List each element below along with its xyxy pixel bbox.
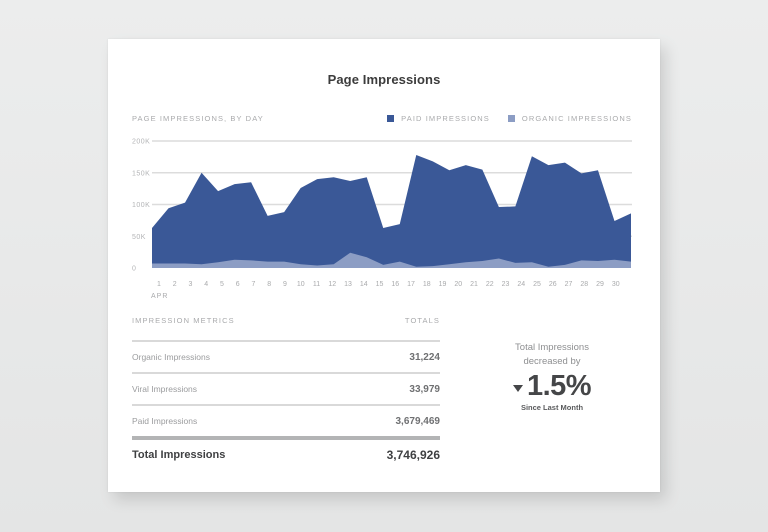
change-percent: 1.5% [526, 370, 592, 402]
summary-line-2: decreased by [523, 356, 581, 367]
legend-paid: PAID IMPRESSIONS [387, 114, 490, 123]
svg-text:28: 28 [580, 281, 588, 288]
svg-text:15: 15 [376, 281, 384, 288]
metric-value: 33,979 [409, 383, 440, 395]
svg-text:22: 22 [486, 281, 494, 288]
legend-organic: ORGANIC IMPRESSIONS [507, 114, 632, 123]
svg-text:7: 7 [252, 281, 256, 288]
svg-text:50K: 50K [132, 234, 146, 241]
card-title: Page Impressions [327, 72, 441, 87]
metric-row-viral: Viral Impressions 33,979 [132, 374, 440, 406]
svg-text:29: 29 [596, 281, 604, 288]
svg-text:24: 24 [517, 281, 525, 288]
organic-impressions-area [152, 252, 631, 268]
svg-text:14: 14 [360, 281, 368, 288]
svg-text:11: 11 [313, 281, 320, 288]
svg-text:150K: 150K [132, 170, 150, 177]
svg-text:5: 5 [220, 281, 224, 288]
chart-section-label: PAGE IMPRESSIONS, BY DAY [132, 114, 264, 123]
legend-paid-label: PAID IMPRESSIONS [401, 114, 490, 123]
total-value: 3,746,926 [386, 448, 440, 462]
x-axis-month-label: APR [151, 293, 168, 300]
svg-text:10: 10 [297, 281, 305, 288]
svg-text:30: 30 [612, 281, 620, 288]
summary-change: 1.5% [492, 370, 612, 403]
metric-row-organic: Organic Impressions 31,224 [132, 342, 440, 374]
svg-text:0: 0 [132, 266, 136, 273]
metrics-header: IMPRESSION METRICS TOTALS [132, 316, 440, 342]
svg-text:100K: 100K [132, 202, 150, 209]
svg-text:3: 3 [189, 281, 193, 288]
summary-since: Since Last Month [520, 403, 584, 412]
change-summary: Total Impressions decreased by 1.5% Sinc… [492, 341, 612, 412]
paid-impressions-area [152, 154, 631, 268]
metrics-header-label: IMPRESSION METRICS [132, 316, 235, 325]
svg-text:12: 12 [328, 281, 336, 288]
svg-text:200K: 200K [132, 139, 150, 146]
impression-metrics-table: IMPRESSION METRICS TOTALS Organic Impres… [132, 316, 440, 470]
svg-text:6: 6 [236, 281, 240, 288]
paid-swatch-icon [387, 115, 395, 122]
metric-name: Organic Impressions [132, 352, 210, 362]
organic-swatch-icon [507, 115, 515, 122]
svg-text:27: 27 [565, 281, 573, 288]
metric-row-paid: Paid Impressions 3,679,469 [132, 406, 440, 440]
svg-text:18: 18 [423, 281, 431, 288]
svg-text:8: 8 [267, 281, 271, 288]
svg-text:4: 4 [204, 281, 208, 288]
legend-organic-label: ORGANIC IMPRESSIONS [521, 114, 632, 123]
svg-text:19: 19 [439, 281, 447, 288]
svg-text:23: 23 [502, 281, 510, 288]
svg-text:20: 20 [454, 281, 462, 288]
metric-value: 31,224 [409, 351, 440, 363]
svg-text:26: 26 [549, 281, 557, 288]
metric-name: Paid Impressions [132, 416, 198, 426]
svg-text:2: 2 [173, 281, 177, 288]
summary-line-1: Total Impressions [515, 342, 589, 353]
svg-text:25: 25 [533, 281, 541, 288]
x-axis-ticks: 1 2 3 4 5 6 7 8 9 10 11 12 13 14 15 16 17 18 19 20 21 22 23 24 2… [157, 281, 620, 288]
total-name: Total Impressions [132, 449, 226, 461]
page-impressions-card: Page Impressions PAGE IMPRESSIONS, BY DA… [108, 39, 660, 492]
svg-text:9: 9 [283, 281, 287, 288]
metric-row-total: Total Impressions 3,746,926 [132, 440, 440, 470]
svg-text:1: 1 [157, 281, 161, 288]
metric-value: 3,679,469 [395, 415, 441, 427]
metric-name: Viral Impressions [132, 384, 198, 394]
chart-legend: PAID IMPRESSIONS ORGANIC IMPRESSIONS [387, 114, 632, 123]
metrics-header-totals: TOTALS [404, 316, 440, 325]
svg-text:16: 16 [391, 281, 399, 288]
triangle-down-icon [512, 384, 523, 392]
svg-text:21: 21 [470, 281, 478, 288]
svg-text:17: 17 [407, 281, 415, 288]
svg-text:13: 13 [344, 281, 352, 288]
